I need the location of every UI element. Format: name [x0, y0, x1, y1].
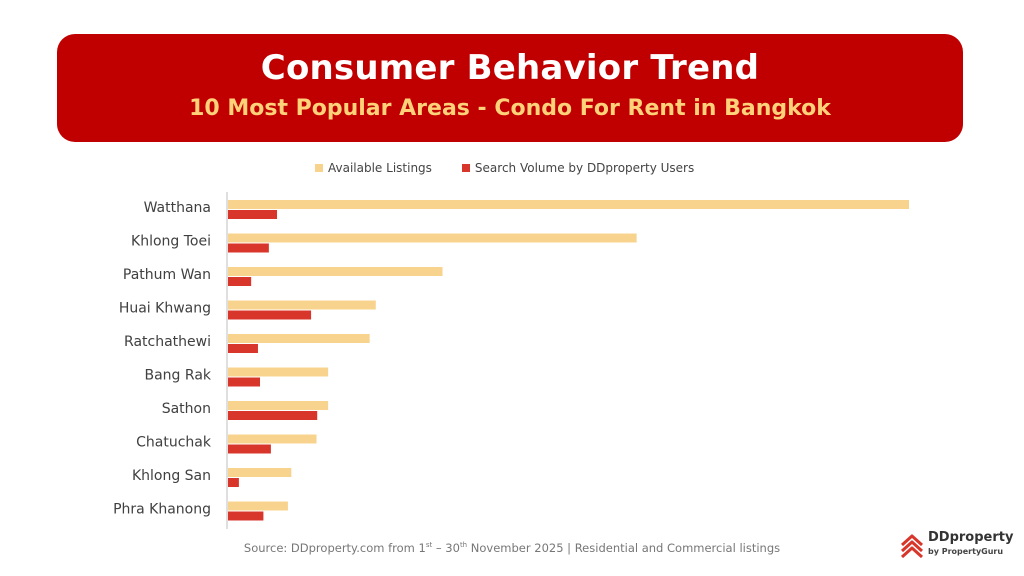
- chart-subtitle: 10 Most Popular Areas - Condo For Rent i…: [189, 96, 831, 121]
- category-label: Sathon: [162, 401, 211, 417]
- category-label: Watthana: [144, 200, 211, 216]
- ddproperty-logo: DDproperty by PropertyGuru: [898, 530, 1013, 564]
- category-label: Huai Khwang: [119, 301, 211, 317]
- bar-available-listings: [228, 267, 443, 276]
- bar-search-volume: [228, 310, 312, 320]
- bar-available-listings: [228, 334, 370, 343]
- bar-available-listings: [228, 434, 317, 444]
- bar-search-volume: [228, 411, 318, 420]
- bar-available-listings: [228, 367, 329, 377]
- bar-search-volume: [228, 444, 271, 454]
- ddproperty-logo-icon: [900, 534, 924, 559]
- bar-available-listings: [228, 468, 292, 477]
- bar-search-volume: [228, 243, 269, 253]
- category-label: Khlong San: [132, 468, 211, 484]
- bar-search-volume: [228, 210, 278, 219]
- legend-item-search: Search Volume by DDproperty Users: [461, 161, 695, 175]
- legend-label-available: Available Listings: [328, 161, 432, 175]
- category-label: Pathum Wan: [123, 267, 211, 283]
- category-label: Ratchathewi: [124, 334, 211, 350]
- source-note: Source: DDproperty.com from 1st – 30th N…: [243, 541, 781, 555]
- bar-search-volume: [228, 277, 252, 286]
- legend: Available Listings Search Volume by DDpr…: [315, 159, 694, 177]
- bar-search-volume: [228, 511, 264, 521]
- bar-available-listings: [228, 501, 288, 511]
- chart-title: Consumer Behavior Trend: [260, 48, 760, 88]
- legend-label-search: Search Volume by DDproperty Users: [474, 161, 695, 175]
- bar-available-listings: [228, 401, 329, 410]
- legend-swatch-available: [315, 164, 323, 172]
- category-label: Phra Khanong: [113, 502, 211, 518]
- legend-item-available: Available Listings: [315, 161, 432, 175]
- category-label: Bang Rak: [145, 368, 212, 384]
- bar-available-listings: [228, 233, 637, 243]
- logo-brand: DDproperty: [928, 530, 1014, 545]
- title-banner: Consumer Behavior Trend 10 Most Popular …: [57, 34, 963, 142]
- bar-search-volume: [228, 344, 258, 353]
- category-label: Chatuchak: [136, 435, 212, 451]
- category-label: Khlong Toei: [131, 234, 211, 250]
- bar-search-volume: [228, 377, 261, 387]
- logo-tagline: by PropertyGuru: [928, 547, 1004, 556]
- bar-search-volume: [228, 478, 239, 487]
- bar-available-listings: [228, 200, 909, 209]
- bar-available-listings: [228, 300, 376, 310]
- legend-swatch-search: [461, 164, 470, 172]
